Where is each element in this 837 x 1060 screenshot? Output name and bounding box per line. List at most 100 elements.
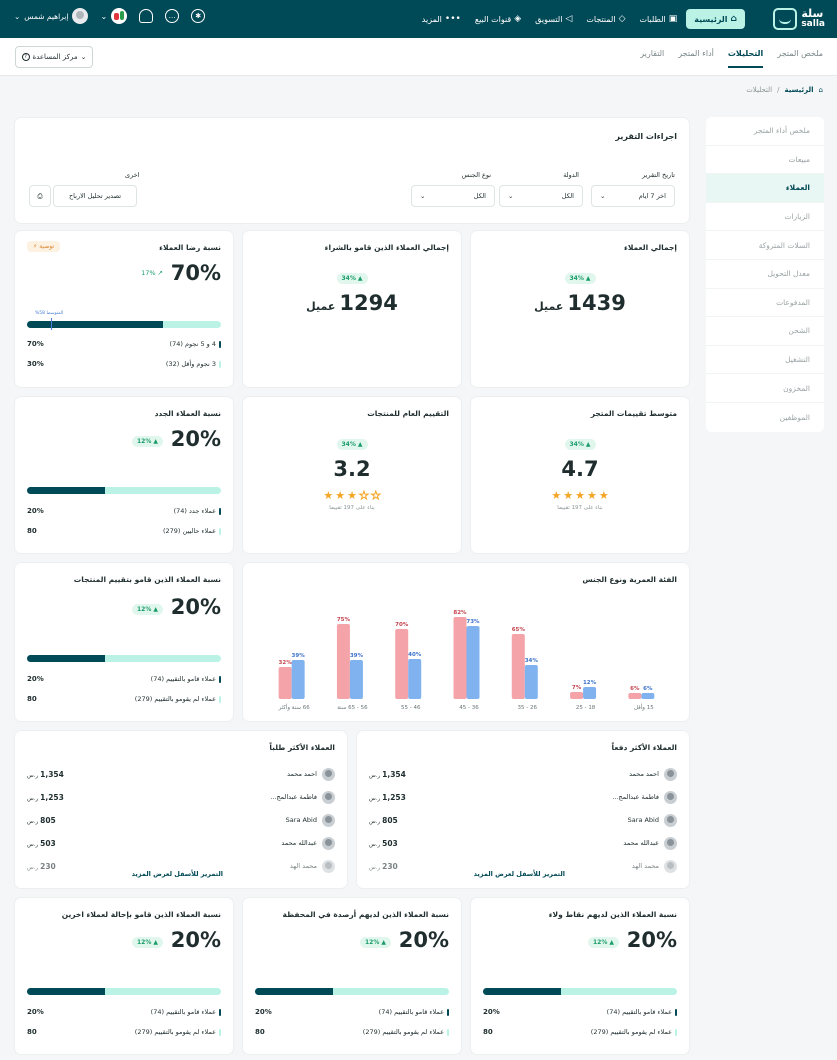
export-profit-button[interactable]: تصدير تحليل الارباح [53,185,137,207]
side-item-payments[interactable]: المدفوعات [706,289,824,318]
referral-card: نسبة العملاء الذين قامو بإحالة لعملاء اخ… [15,898,233,1054]
legend-row: 3 نجوم وأقل (32) 30% [27,360,221,368]
nav-channels[interactable]: ◈ قنوات البيع [470,9,526,29]
side-item-conversion[interactable]: معدل التحويل [706,260,824,289]
star-icon: ★ [370,489,381,502]
nav-orders[interactable]: ▣ الطلبات [635,9,683,29]
salla-logo[interactable]: سلة salla [773,6,825,32]
list-item[interactable]: فاطمة عبدالمج... 1,253ر.س [369,788,677,806]
change-badge: ▲ 12% [588,937,619,948]
list-item[interactable]: Sara Abid 805ر.س [27,811,335,829]
side-item-employees[interactable]: الموظفين [779,412,810,422]
date-label: تاريخ التقرير [641,171,675,179]
star-rating: ★ ★ ★ ★ ★ [243,489,461,502]
nav-home[interactable]: ⌂ الرئيسية [686,9,745,29]
nav-more[interactable]: ••• المزيد [417,9,466,29]
chevron-down-icon: ⌄ [420,192,426,200]
chart-bar[interactable] [583,687,597,699]
gear-icon[interactable]: ✱ [191,9,206,23]
chart-bar[interactable] [336,624,350,699]
products-rating-value: 3.2 [333,457,371,481]
chart-bar[interactable] [453,617,467,699]
products-rating-card: التقييم العام للمنتجات ▲ 34% 3.2 ★ ★ ★ ★ ★ بن… [243,397,461,553]
new-customers-value: 20% [170,427,221,451]
total-customers-card: إجمالي العملاء ▲ 34% 1439عميل [471,231,689,387]
satisfaction-value: 70% [170,261,221,285]
bar-fill [27,988,105,995]
satisfaction-bar [27,321,221,328]
report-filters-card: اجراءات التقرير تاريخ التقرير اخر 7 ايام… [15,118,689,223]
chart-bar[interactable] [570,692,584,699]
x-tick-label: 18 - 25 [576,705,596,711]
help-center-label: مركز المساعدة [32,53,78,61]
nav-products[interactable]: ◇ المنتجات [581,9,630,29]
arrow-up-icon: ▲ [381,939,386,946]
legend-row: عملاء قامو بالتقييم (74) 20% [27,675,221,683]
list-item[interactable]: عبدالله محمد 503ر.س [369,834,677,852]
country-select[interactable]: الكل ⌄ [499,185,583,207]
legend-row: عملاء لم يقومو بالتقييم (279) 80 [27,695,221,703]
list-item[interactable]: محمد الهد 230ر.س [27,857,335,875]
bar-data-label: 12% [583,680,597,686]
chart-bar[interactable] [466,626,480,699]
user-menu[interactable]: ⌄ إبراهيم شمس [14,8,89,24]
avatar [664,836,677,850]
chat-icon[interactable]: … [165,9,180,23]
tab-reports[interactable]: التقارير [640,49,665,58]
store-switcher[interactable]: ⌄ [100,8,128,24]
tab-analytics[interactable]: التحليلات [727,49,764,68]
list-item[interactable]: احمد محمد 1,354ر.س [27,765,335,783]
avatar [322,767,335,781]
change-badge: ▲ 34% [564,439,596,450]
date-select[interactable]: اخر 7 ايام ⌄ [591,185,675,207]
scroll-more-link[interactable]: التمرير للأسفل لعرض المزيد [473,870,565,878]
logo-text-ar: سلة [801,7,824,20]
chart-bar[interactable] [628,693,642,699]
side-item-abandoned-carts[interactable]: السلات المتروكة [706,231,824,260]
side-item-sales[interactable]: مبيعات [706,146,824,175]
list-item[interactable]: احمد محمد 1,354ر.س [369,765,677,783]
side-item-operations[interactable]: التشغيل [706,346,824,375]
help-center-button[interactable]: ⌄ مركز المساعدة ? [15,46,93,68]
chart-bar[interactable] [349,660,363,699]
list-item[interactable]: محمد الهد 230ر.س [369,857,677,875]
loyalty-bar [483,988,677,995]
chart-bar[interactable] [291,660,305,699]
chart-bar[interactable] [511,634,525,699]
tab-store-summary[interactable]: ملخص المتجر [777,49,823,58]
chart-bar[interactable] [395,629,409,699]
arrow-up-icon: ▲ [153,438,158,445]
chart-bar[interactable] [278,667,292,699]
side-item-inventory[interactable]: المخزون [706,374,824,403]
new-customers-card: نسبة العملاء الجدد 20% ▲ 12% عملاء جدد (7… [15,397,233,553]
tab-store-performance[interactable]: أداء المتجر [678,49,714,58]
dots-icon: ••• [444,14,461,24]
average-label: المتوسط 58% [35,311,64,316]
side-item-customers[interactable]: العملاء [706,174,824,203]
chart-bar[interactable] [641,693,655,699]
top-spenders-card: العملاء الأكثر دفعاً احمد محمد 1,354ر.س … [357,731,689,888]
bell-icon[interactable] [139,9,154,23]
recommendation-tag[interactable]: توصية ⚡ [27,241,61,252]
side-item-store-performance[interactable]: ملخص أداء المتجر [706,117,824,146]
star-icon: ★ [335,489,346,502]
home-icon[interactable]: ⌂ [818,86,823,94]
gender-select[interactable]: الكل ⌄ [411,185,495,207]
breadcrumb-home[interactable]: الرئيسية [784,86,814,94]
list-item[interactable]: Sara Abid 805ر.س [369,811,677,829]
bar-fill [27,655,105,662]
bar-data-label: 70% [395,622,409,628]
print-button[interactable]: ⎙ [29,185,51,207]
list-item[interactable]: فاطمة عبدالمج... 1,253ر.س [27,788,335,806]
nav-orders-label: الطلبات [639,14,666,24]
scroll-more-link[interactable]: التمرير للأسفل لعرض المزيد [131,870,223,878]
side-item-visits[interactable]: الزيارات [706,203,824,232]
printer-icon: ⎙ [37,191,43,200]
chart-bar[interactable] [408,659,422,699]
nav-marketing[interactable]: ◁ التسويق [530,9,577,29]
country-value: الكل [561,192,574,200]
side-item-shipping[interactable]: الشحن [706,317,824,346]
chart-bar[interactable] [524,665,538,699]
list-item[interactable]: عبدالله محمد 503ر.س [27,834,335,852]
nav-more-label: المزيد [421,14,442,24]
